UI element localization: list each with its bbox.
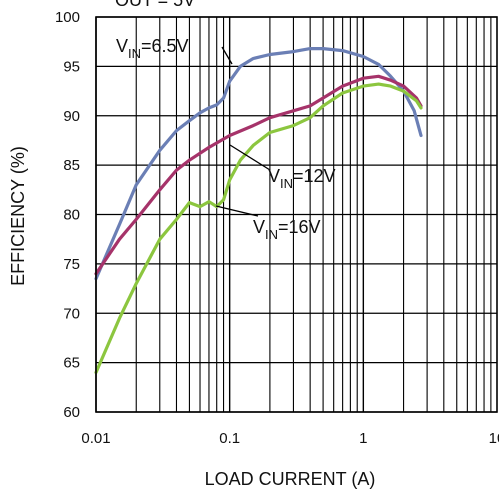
series-label-leader — [221, 46, 233, 65]
series-line-2 — [94, 82, 423, 375]
series-label-leader — [229, 144, 271, 171]
x-tick-label: 10 — [489, 430, 499, 447]
plot-frame — [95, 16, 498, 413]
y-tick-label: 60 — [63, 404, 80, 421]
y-tick-label: 80 — [63, 207, 80, 224]
series-label-2: VIN=16V — [253, 217, 321, 242]
series-label-leader — [215, 205, 259, 217]
series-label-1: VIN=12V — [268, 166, 336, 191]
title-fragment: OUT = 5V — [115, 0, 195, 10]
y-tick-label: 100 — [55, 9, 80, 26]
y-tick-label: 70 — [63, 305, 80, 322]
series-labels: VIN=6.5V VIN=12V VIN=16V — [116, 36, 336, 242]
x-tick-label: 0.01 — [81, 430, 110, 447]
x-tick-label: 0.1 — [219, 430, 240, 447]
series-label-0: VIN=6.5V — [116, 36, 189, 61]
x-axis-label: LOAD CURRENT (A) — [205, 469, 376, 489]
y-tick-label: 95 — [63, 58, 80, 75]
x-tick-label: 1 — [359, 430, 367, 447]
y-tick-label: 85 — [63, 157, 80, 174]
y-tick-label: 65 — [63, 355, 80, 372]
series-line-0 — [94, 46, 423, 281]
y-axis-label: EFFICIENCY (%) — [8, 146, 28, 286]
tick-labels: 0.01 0.1 1 10 60 65 70 75 80 85 90 95 100 — [55, 9, 499, 447]
series-lines — [94, 46, 423, 375]
y-tick-label: 90 — [63, 108, 80, 125]
series-line-1 — [94, 74, 423, 276]
y-tick-label: 75 — [63, 256, 80, 273]
